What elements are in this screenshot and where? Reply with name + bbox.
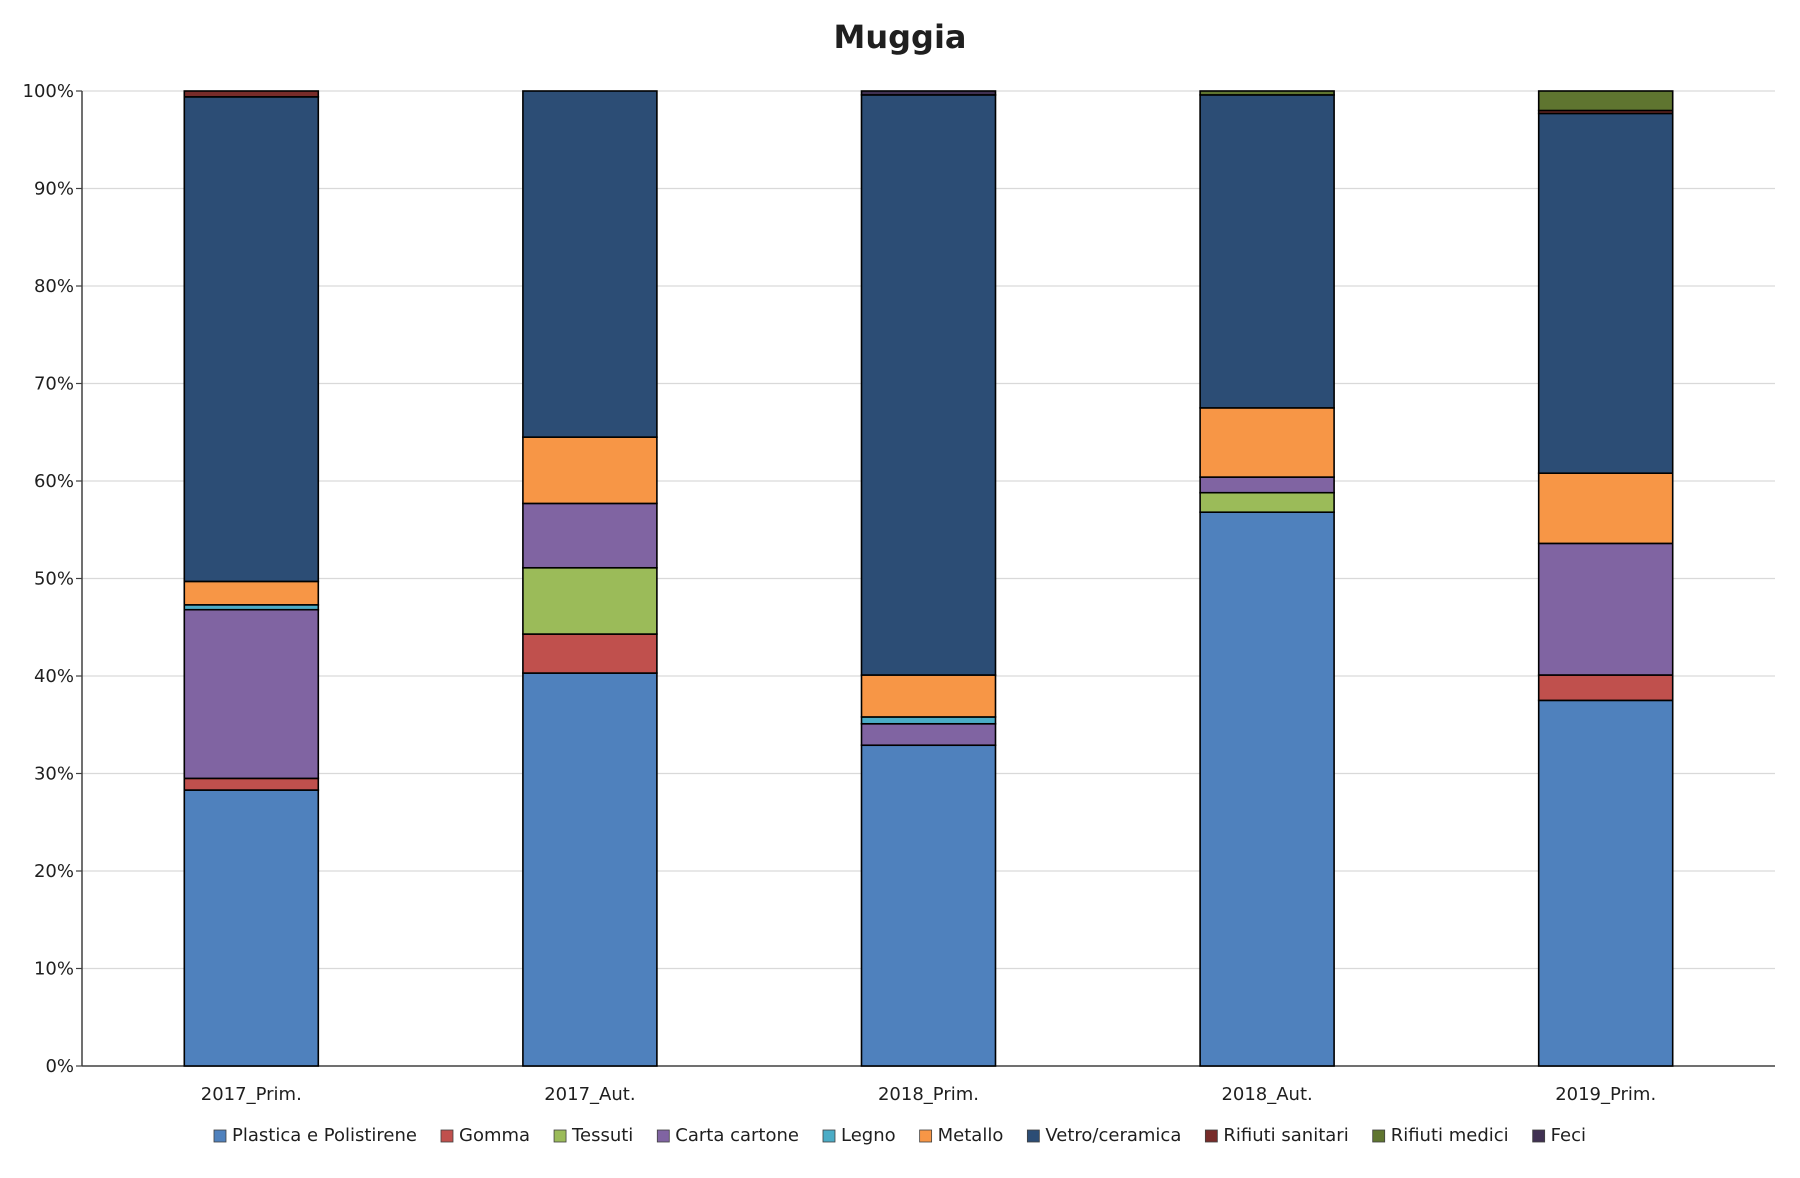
bar-segment	[183, 90, 320, 98]
legend-label: Rifiuti medici	[1391, 1125, 1509, 1146]
legend-label: Legno	[841, 1125, 896, 1146]
bar-segment	[1199, 94, 1335, 409]
bar-segment	[522, 672, 658, 1067]
legend-swatch	[213, 1129, 227, 1143]
y-tick-label: 20%	[34, 861, 74, 882]
bar-segment	[860, 744, 997, 1067]
y-tick-label: 80%	[34, 276, 74, 297]
y-tick-label: 40%	[34, 666, 74, 687]
legend: Plastica e Polistirene Gomma Tessuti Carta …	[213, 1125, 1586, 1146]
bar-segment	[1537, 90, 1674, 112]
x-tick-label: 2017_Aut.	[544, 1084, 635, 1105]
legend-swatch	[1204, 1129, 1218, 1143]
legend-label: Gomma	[459, 1125, 530, 1146]
bar-segment	[1199, 491, 1335, 514]
x-tick-label: 2017_Prim.	[201, 1084, 302, 1105]
bar-segment	[1199, 90, 1335, 96]
bar-segment	[860, 94, 997, 676]
legend-item: Tessuti	[553, 1125, 633, 1146]
bar-segment	[860, 716, 997, 725]
legend-item: Carta cartone	[656, 1125, 799, 1146]
x-tick-label: 2018_Aut.	[1221, 1084, 1312, 1105]
bar-segment	[1199, 511, 1335, 1067]
bar-segment	[183, 777, 320, 791]
y-tick-label: 60%	[34, 471, 74, 492]
legend-item: Metallo	[919, 1125, 1004, 1146]
bar-segment	[183, 608, 320, 780]
legend-item: Gomma	[440, 1125, 530, 1146]
legend-label: Carta cartone	[675, 1125, 799, 1146]
bar-segment	[522, 436, 658, 505]
y-tick-label: 0%	[45, 1056, 74, 1077]
legend-swatch	[919, 1129, 933, 1143]
bar-segment	[183, 96, 320, 583]
legend-label: Feci	[1551, 1125, 1586, 1146]
bar-segment	[1537, 674, 1674, 702]
bar-segment	[1199, 476, 1335, 494]
legend-item: Vetro/ceramica	[1026, 1125, 1181, 1146]
bar-stack	[1537, 90, 1674, 1067]
legend-label: Rifiuti sanitari	[1223, 1125, 1348, 1146]
bar-stack	[1199, 90, 1335, 1067]
legend-label: Tessuti	[571, 1125, 633, 1146]
chart-title: Muggia	[834, 18, 967, 56]
bar-segment	[522, 90, 658, 438]
x-tick-label: 2018_Prim.	[878, 1084, 979, 1105]
legend-swatch	[656, 1129, 670, 1143]
legend-item: Legno	[822, 1125, 896, 1146]
bar-stack	[522, 90, 658, 1067]
bar-segment	[1537, 112, 1674, 474]
bar-segment	[522, 566, 658, 635]
bar-segment	[860, 90, 997, 96]
legend-swatch	[1532, 1129, 1546, 1143]
legend-swatch	[1026, 1129, 1040, 1143]
legend-label: Metallo	[938, 1125, 1004, 1146]
legend-item: Plastica e Polistirene	[213, 1125, 417, 1146]
legend-swatch	[440, 1129, 454, 1143]
bar-segment	[860, 674, 997, 718]
bar-segment	[860, 722, 997, 747]
bars	[183, 90, 1674, 1067]
bar-stack	[183, 90, 320, 1067]
y-tick-label: 90%	[34, 179, 74, 200]
bar-segment	[1537, 542, 1674, 676]
legend-swatch	[1372, 1129, 1386, 1143]
bar-segment	[522, 633, 658, 674]
legend-item: Rifiuti medici	[1372, 1125, 1509, 1146]
y-tick-label: 50%	[34, 569, 74, 590]
legend-label: Vetro/ceramica	[1045, 1125, 1181, 1146]
bar-segment	[1199, 407, 1335, 478]
y-tick-label: 10%	[34, 959, 74, 980]
legend-swatch	[822, 1129, 836, 1143]
legend-item: Feci	[1532, 1125, 1586, 1146]
bar-segment	[1537, 472, 1674, 545]
bar-stack	[860, 90, 997, 1067]
bar-segment	[522, 502, 658, 569]
y-tick-label: 30%	[34, 764, 74, 785]
bar-segment	[1537, 699, 1674, 1067]
y-tick-label: 100%	[23, 81, 74, 102]
x-tick-label: 2019_Prim.	[1555, 1084, 1656, 1105]
bar-segment	[183, 789, 320, 1067]
legend-label: Plastica e Polistirene	[232, 1125, 417, 1146]
y-tick-label: 70%	[34, 374, 74, 395]
bar-segment	[183, 580, 320, 606]
legend-item: Rifiuti sanitari	[1204, 1125, 1349, 1146]
legend-swatch	[553, 1129, 567, 1143]
